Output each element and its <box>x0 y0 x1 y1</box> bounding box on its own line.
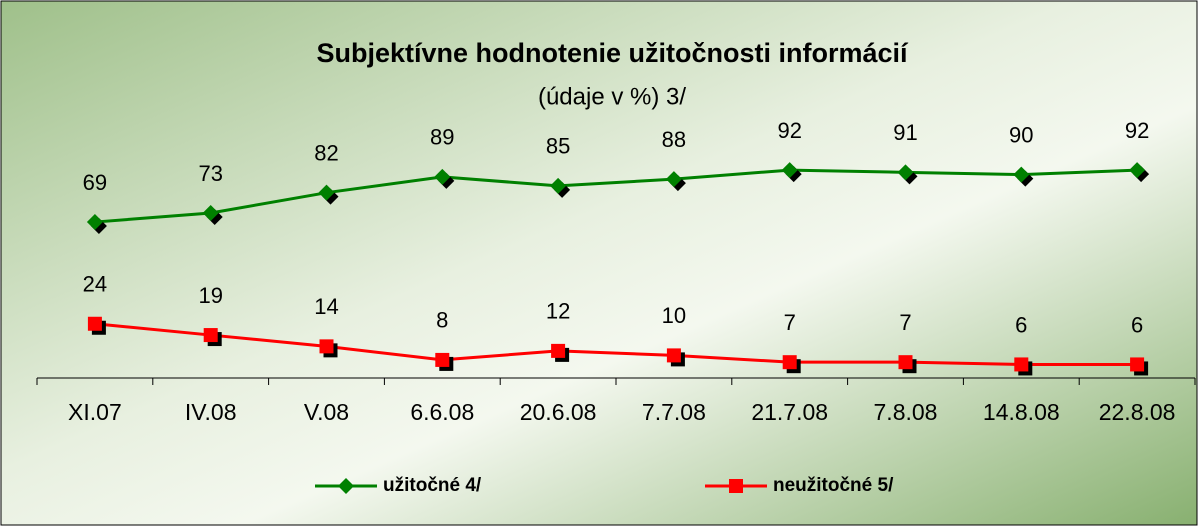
data-label: 91 <box>893 120 917 145</box>
data-label: 89 <box>430 125 454 150</box>
chart-subtitle: (údaje v %) 3/ <box>538 83 686 110</box>
marker <box>1130 357 1145 372</box>
marker <box>729 479 743 493</box>
marker <box>319 339 334 354</box>
data-label: 92 <box>1125 118 1149 143</box>
marker <box>435 352 450 367</box>
data-label: 8 <box>436 308 448 333</box>
marker <box>338 478 354 494</box>
marker <box>550 177 567 194</box>
legend-label: užitočné 4/ <box>383 475 482 496</box>
x-tick-label: 20.6.08 <box>520 399 597 425</box>
marker <box>86 214 103 231</box>
marker <box>318 184 335 201</box>
data-label: 73 <box>198 161 222 186</box>
marker <box>781 162 798 179</box>
marker <box>1013 166 1030 183</box>
marker <box>87 316 102 331</box>
marker <box>897 164 914 181</box>
data-label: 7 <box>899 310 911 335</box>
x-tick-label: V.08 <box>304 399 349 425</box>
data-label: 92 <box>777 118 801 143</box>
marker <box>782 355 797 370</box>
data-label: 7 <box>784 310 796 335</box>
marker <box>665 171 682 188</box>
data-label: 19 <box>198 283 222 308</box>
x-tick-label: 14.8.08 <box>983 399 1060 425</box>
marker <box>551 343 566 358</box>
marker <box>434 168 451 185</box>
data-label: 90 <box>1009 122 1033 147</box>
data-label: 6 <box>1131 312 1143 337</box>
data-label: 6 <box>1015 312 1027 337</box>
x-tick-label: 7.8.08 <box>874 399 938 425</box>
data-label: 82 <box>314 140 338 165</box>
legend-label: neužitočné 5/ <box>773 475 894 496</box>
data-label: 12 <box>546 299 570 324</box>
data-label: 88 <box>662 127 686 152</box>
x-tick-label: 22.8.08 <box>1099 399 1176 425</box>
data-label: 14 <box>314 294 338 319</box>
marker <box>202 205 219 222</box>
chart-title: Subjektívne hodnotenie užitočnosti infor… <box>316 38 909 68</box>
data-label: 24 <box>83 272 107 297</box>
x-tick-label: 6.6.08 <box>410 399 474 425</box>
x-tick-label: 7.7.08 <box>642 399 706 425</box>
x-tick-label: XI.07 <box>68 399 122 425</box>
data-label: 10 <box>662 303 686 328</box>
series-line <box>94 168 1138 224</box>
marker <box>1129 162 1146 179</box>
series-line <box>94 322 1138 366</box>
marker <box>666 348 681 363</box>
marker <box>1014 357 1029 372</box>
marker <box>203 328 218 343</box>
data-label: 69 <box>83 170 107 195</box>
x-tick-label: IV.08 <box>185 399 237 425</box>
marker <box>898 355 913 370</box>
data-label: 85 <box>546 134 570 159</box>
x-tick-label: 21.7.08 <box>751 399 828 425</box>
